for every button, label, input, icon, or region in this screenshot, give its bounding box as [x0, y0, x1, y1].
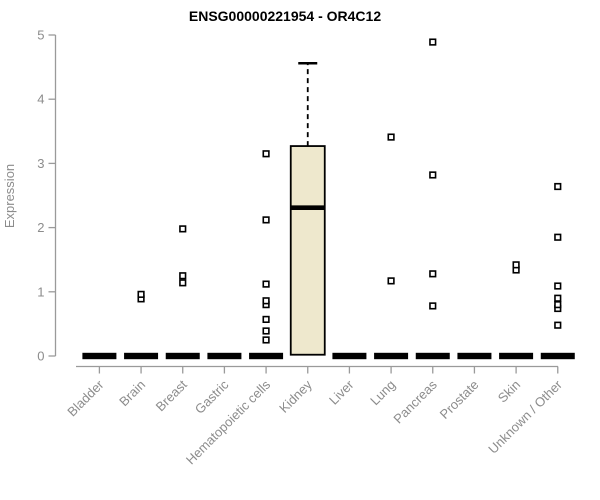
- x-category-label: Skin: [495, 377, 523, 405]
- y-tick-label: 5: [37, 28, 44, 43]
- x-category-label: Gastric: [192, 377, 232, 417]
- collapsed-box: [207, 352, 242, 360]
- collapsed-box: [415, 352, 450, 360]
- outlier-point: [179, 279, 187, 287]
- x-category-label: Lung: [367, 377, 398, 408]
- collapsed-box: [457, 352, 492, 360]
- collapsed-box: [124, 352, 159, 360]
- outlier-point: [387, 133, 395, 141]
- x-category-label: Bladder: [64, 377, 107, 420]
- outlier-point: [262, 216, 270, 224]
- outlier-point: [554, 233, 562, 241]
- y-tick-label: 2: [37, 220, 44, 235]
- x-category-label: Kidney: [276, 377, 315, 416]
- outlier-point: [429, 270, 437, 278]
- collapsed-box: [374, 352, 409, 360]
- collapsed-box: [249, 352, 284, 360]
- x-category-label: Liver: [326, 377, 357, 408]
- box: [289, 145, 326, 356]
- outlier-point: [262, 150, 270, 158]
- y-tick-label: 1: [37, 284, 44, 299]
- x-category-label: Unknown / Other: [485, 377, 565, 457]
- outlier-point: [554, 282, 562, 290]
- collapsed-box: [540, 352, 575, 360]
- chart-title: ENSG00000221954 - OR4C12: [189, 8, 381, 24]
- outlier-point: [262, 297, 270, 305]
- outlier-point: [179, 225, 187, 233]
- outlier-point: [262, 280, 270, 288]
- outlier-point: [429, 38, 437, 46]
- x-category-label: Brain: [116, 377, 148, 409]
- outlier-point: [179, 272, 187, 280]
- collapsed-box: [499, 352, 534, 360]
- x-category-label: Pancreas: [390, 377, 440, 427]
- y-axis-label: Expression: [2, 164, 17, 228]
- outlier-point: [262, 327, 270, 335]
- y-tick-label: 4: [37, 92, 44, 107]
- outlier-point: [554, 301, 562, 309]
- outlier-point: [554, 182, 562, 191]
- outlier-point: [387, 277, 395, 285]
- outlier-point: [512, 261, 520, 269]
- y-tick-label: 0: [37, 349, 44, 364]
- outlier-point: [429, 302, 437, 310]
- collapsed-box: [332, 352, 367, 360]
- outlier-point: [262, 336, 270, 344]
- y-tick-label: 3: [37, 156, 44, 171]
- x-category-label: Breast: [153, 377, 190, 414]
- outlier-point: [429, 171, 437, 179]
- collapsed-box: [82, 352, 117, 360]
- outlier-point: [262, 315, 270, 324]
- outlier-point: [137, 290, 145, 298]
- outlier-point: [554, 321, 562, 329]
- x-category-label: Prostate: [437, 377, 482, 422]
- collapsed-box: [165, 352, 200, 360]
- outlier-point: [554, 294, 562, 302]
